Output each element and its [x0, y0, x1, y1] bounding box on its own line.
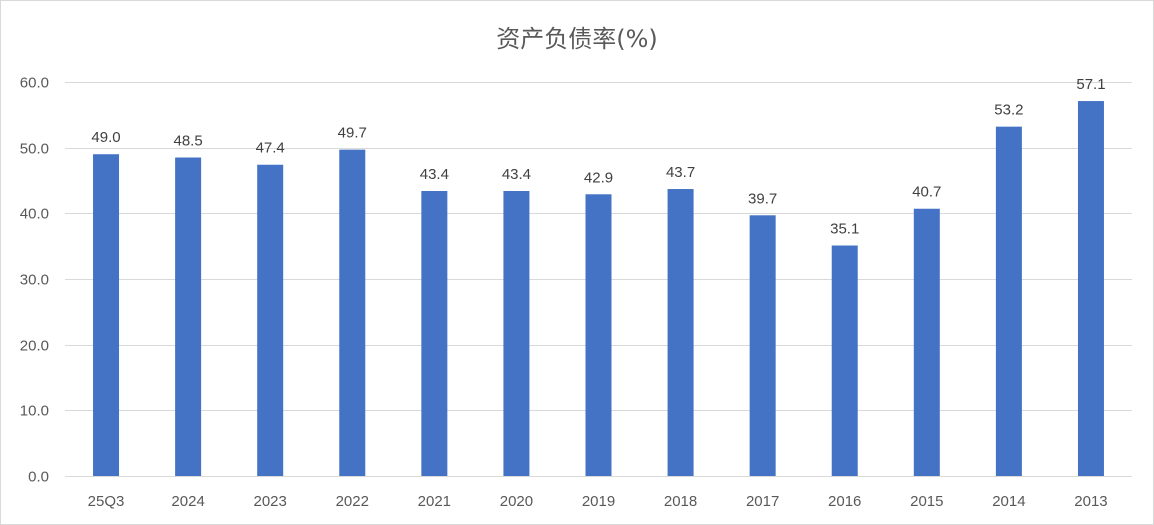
x-tick-label: 2013 [1074, 493, 1107, 510]
data-label: 57.1 [1076, 76, 1105, 93]
x-tick-label: 2019 [582, 493, 615, 510]
x-tick-label: 2020 [500, 493, 533, 510]
bar-2023 [257, 164, 284, 477]
bar-2013 [1077, 101, 1104, 476]
bar-2019 [585, 194, 612, 477]
y-tick-label: 0.0 [28, 469, 49, 486]
bar-2021 [421, 191, 448, 477]
data-label: 43.4 [502, 166, 531, 183]
bar-2020 [503, 191, 530, 477]
bar-2022 [339, 149, 366, 477]
x-tick-label: 2018 [664, 493, 697, 510]
data-label: 35.1 [830, 221, 859, 238]
x-tick-label: 2022 [336, 493, 369, 510]
y-tick-label: 60.0 [20, 75, 49, 92]
chart-title: 资产负债率(%) [496, 25, 658, 53]
bar-2024 [175, 157, 202, 476]
data-label: 53.2 [994, 102, 1023, 119]
bar-25Q3 [93, 154, 120, 476]
data-label: 43.4 [420, 166, 449, 183]
x-tick-label: 2014 [992, 493, 1025, 510]
bar-2015 [913, 208, 940, 476]
x-tick-label: 2023 [254, 493, 287, 510]
data-label: 48.5 [174, 133, 203, 150]
data-label: 49.7 [338, 125, 367, 142]
y-tick-label: 20.0 [20, 338, 49, 355]
data-label: 42.9 [584, 169, 613, 186]
data-labels: 49.0 48.5 47.4 49.7 43.4 43.4 42.9 43.7 39.7 35.1… [91, 76, 1105, 237]
data-label: 49.0 [91, 129, 120, 146]
bars [93, 101, 1104, 477]
y-axis-ticks: 0.0 10.0 20.0 30.0 40.0 50.0 60.0 [20, 75, 49, 486]
data-label: 43.7 [666, 164, 695, 181]
x-tick-label: 2024 [171, 493, 204, 510]
y-tick-label: 50.0 [20, 141, 49, 158]
y-tick-label: 30.0 [20, 272, 49, 289]
bar-2017 [749, 215, 776, 476]
data-label: 39.7 [748, 190, 777, 207]
data-label: 40.7 [912, 184, 941, 201]
y-tick-label: 10.0 [20, 403, 49, 420]
bar-2014 [995, 126, 1022, 477]
y-tick-label: 40.0 [20, 206, 49, 223]
x-axis-ticks: 25Q3 2024 2023 2022 2021 2020 2019 2018 2017 2016… [88, 493, 1108, 510]
bar-2018 [667, 189, 694, 476]
x-tick-label: 2017 [746, 493, 779, 510]
x-tick-label: 2015 [910, 493, 943, 510]
x-tick-label: 2016 [828, 493, 861, 510]
x-tick-label: 25Q3 [88, 493, 125, 510]
x-tick-label: 2021 [418, 493, 451, 510]
data-label: 47.4 [256, 140, 285, 157]
bar-2016 [831, 245, 858, 476]
